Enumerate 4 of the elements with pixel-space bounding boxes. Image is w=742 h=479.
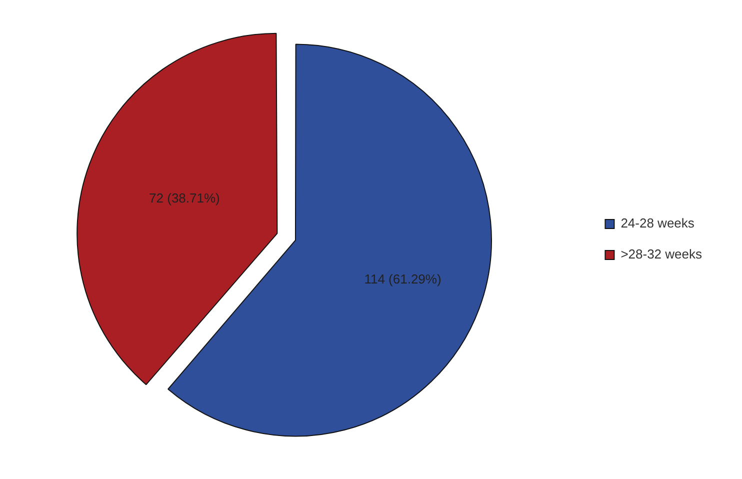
data-label: 114 (61.29%) bbox=[364, 272, 442, 287]
data-label: 72 (38.71%) bbox=[149, 190, 220, 206]
legend-label: 24-28 weeks bbox=[620, 216, 695, 231]
legend-label: >28-32 weeks bbox=[620, 246, 702, 262]
